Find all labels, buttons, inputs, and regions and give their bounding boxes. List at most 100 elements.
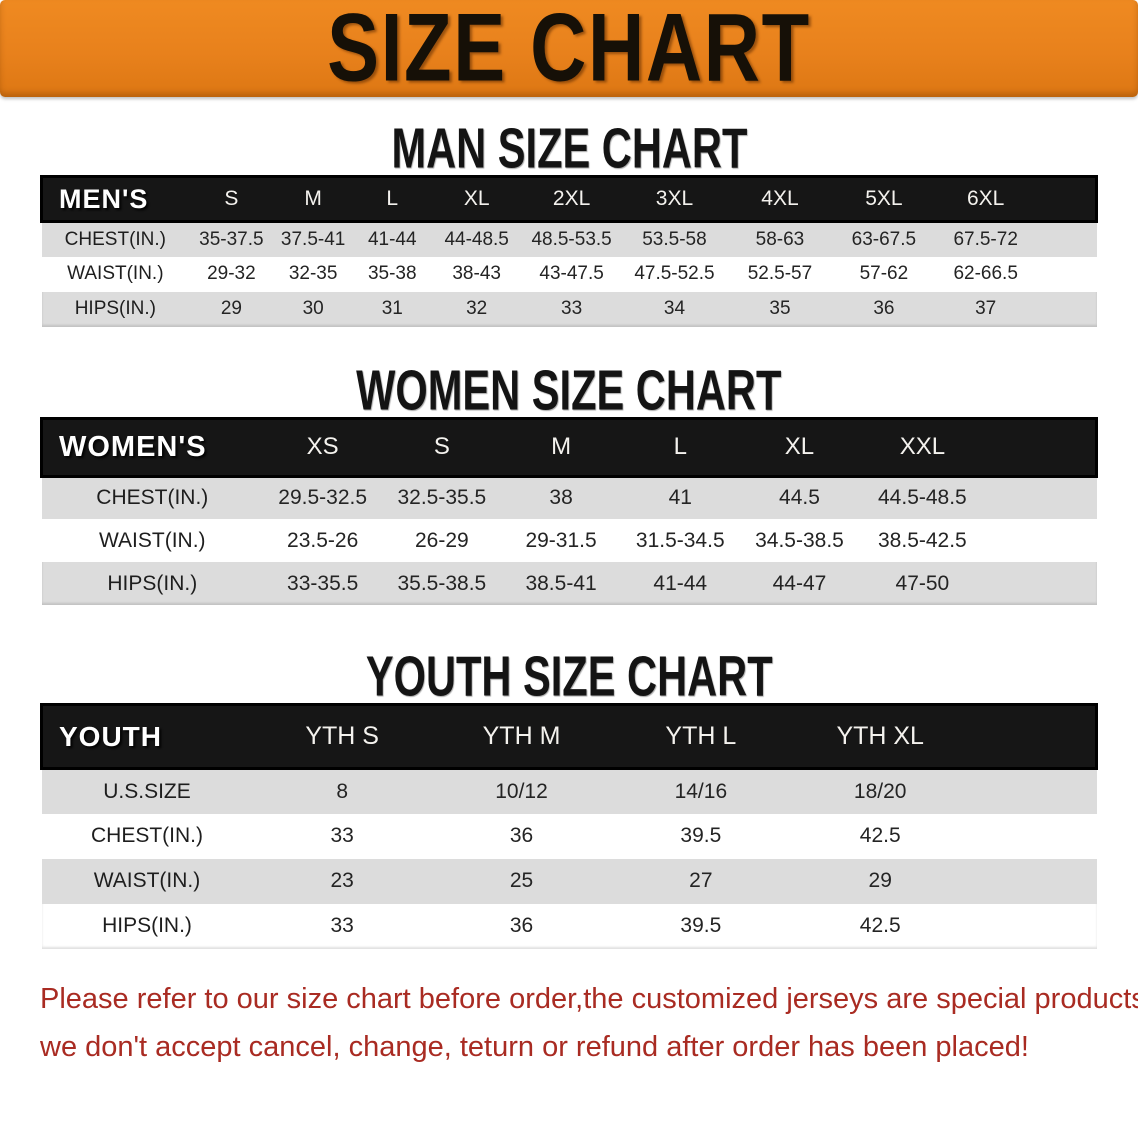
women-section-title: WOMEN SIZE CHART — [0, 359, 1138, 422]
row-filler — [970, 814, 1097, 859]
value-cell: 33 — [330, 914, 354, 937]
value-cell: 42.5 — [859, 824, 901, 847]
header-filler — [1036, 175, 1099, 223]
footer-note: Please refer to our size chart before or… — [40, 975, 1138, 1071]
men-section-title-text: MAN SIZE CHART — [391, 117, 747, 181]
value-cell: 37 — [975, 298, 997, 319]
value-cell: 8 — [336, 779, 349, 803]
size-column-header: XS — [263, 416, 383, 478]
row-label: WAIST(IN.) — [93, 869, 201, 892]
footer-note-line: Please refer to our size chart before or… — [40, 982, 1138, 1015]
youth-size-table: YOUTH YTH S YTH M YTH L YTH XL U.S.SIZE 8 10/1… — [40, 703, 1098, 949]
row-filler — [970, 859, 1097, 904]
row-label: CHEST(IN.) — [91, 824, 203, 847]
value-cell: 37.5-41 — [280, 228, 346, 250]
row-label: HIPS(IN.) — [102, 914, 192, 937]
value-cell: 25 — [509, 869, 534, 892]
value-cell: 33 — [561, 298, 583, 319]
size-column-header: YTH M — [431, 703, 612, 770]
youth-section-title: YOUTH SIZE CHART — [0, 649, 1138, 705]
group-label: WOMEN'S — [40, 416, 264, 478]
value-cell: 32.5-35.5 — [397, 486, 487, 510]
value-cell: 41-44 — [367, 228, 417, 250]
size-column-header: M — [501, 416, 621, 478]
size-column-header: XL — [431, 175, 522, 223]
value-cell: 29 — [220, 298, 242, 319]
row-label: WAIST(IN.) — [99, 528, 206, 552]
row-label: U.S.SIZE — [103, 779, 191, 803]
size-column-header: S — [382, 416, 502, 478]
table-row: WAIST(IN.) 29-32 32-35 35-38 38-43 43-47.5 47.… — [41, 256, 1097, 292]
header-filler — [969, 703, 1098, 770]
value-cell: 41 — [668, 486, 692, 510]
value-cell: 33-35.5 — [287, 571, 359, 595]
value-cell: 30 — [302, 298, 324, 319]
row-filler — [1036, 222, 1096, 257]
value-cell: 44-48.5 — [444, 228, 509, 250]
men-header-row: MEN'S S M L XL 2XL 3XL 4XL 5XL 6XL — [40, 175, 1099, 223]
row-label: HIPS(IN.) — [74, 298, 156, 319]
banner-title: SIZE CHART — [327, 0, 811, 103]
women-section-title-text: WOMEN SIZE CHART — [356, 359, 782, 422]
size-column-header: YTH S — [252, 703, 432, 770]
value-cell: 23 — [330, 869, 354, 892]
value-cell: 48.5-53.5 — [531, 228, 612, 250]
value-cell: 42.5 — [859, 914, 901, 937]
men-size-table: MEN'S S M L XL 2XL 3XL 4XL 5XL 6XL CHEST(IN.) 35-3… — [40, 175, 1099, 327]
row-filler — [986, 476, 1097, 519]
value-cell: 38.5-42.5 — [878, 528, 967, 552]
value-cell: 31 — [381, 298, 403, 319]
size-column-header: 5XL — [832, 175, 936, 223]
footer-note-line: we don't accept cancel, change, teturn o… — [40, 1030, 1029, 1063]
value-cell: 31.5-34.5 — [635, 528, 725, 552]
value-cell: 44.5 — [779, 486, 820, 510]
value-cell: 38 — [549, 486, 573, 510]
value-cell: 14/16 — [674, 779, 728, 803]
size-column-header: YTH L — [611, 703, 791, 770]
header-filler — [985, 416, 1098, 478]
size-column-header: S — [189, 175, 274, 223]
row-label: WAIST(IN.) — [67, 263, 164, 284]
value-cell: 35 — [769, 298, 791, 319]
value-cell: 34 — [663, 298, 686, 319]
value-cell: 10/12 — [495, 779, 548, 803]
table-row: HIPS(IN.) 29 30 31 32 33 34 35 36 37 — [41, 291, 1097, 327]
size-column-header: YTH XL — [790, 703, 970, 770]
size-column-header: M — [273, 175, 353, 223]
group-label: YOUTH — [40, 703, 253, 770]
size-column-header: 2XL — [521, 175, 622, 223]
row-label: CHEST(IN.) — [64, 228, 166, 250]
value-cell: 63-67.5 — [851, 228, 917, 250]
table-row: HIPS(IN.) 33-35.5 35.5-38.5 38.5-41 41-44 44-… — [41, 562, 1097, 605]
value-cell: 39.5 — [680, 824, 722, 847]
row-filler — [1036, 292, 1096, 327]
value-cell: 18/20 — [853, 779, 907, 803]
size-column-header: XXL — [859, 416, 986, 478]
value-cell: 38.5-41 — [525, 571, 597, 595]
size-column-header: L — [620, 416, 740, 478]
size-chart-banner: SIZE CHART — [0, 0, 1138, 97]
size-column-header: 4XL — [727, 175, 833, 223]
value-cell: 35.5-38.5 — [397, 571, 487, 595]
table-row: HIPS(IN.) 33 36 39.5 42.5 — [41, 903, 1097, 949]
row-filler — [970, 769, 1097, 814]
value-cell: 67.5-72 — [953, 228, 1018, 250]
value-cell: 47-50 — [895, 571, 950, 595]
row-filler — [970, 904, 1097, 949]
table-row: WAIST(IN.) 23.5-26 26-29 29-31.5 31.5-34.5 34… — [41, 519, 1097, 562]
value-cell: 34.5-38.5 — [755, 528, 844, 552]
row-label: CHEST(IN.) — [96, 486, 209, 510]
row-filler — [1036, 257, 1096, 292]
table-row: CHEST(IN.) 35-37.5 37.5-41 41-44 44-48.5 48.5… — [41, 221, 1097, 257]
value-cell: 52.5-57 — [747, 263, 813, 284]
value-cell: 29 — [868, 869, 892, 892]
value-cell: 35-38 — [367, 263, 417, 284]
youth-header-row: YOUTH YTH S YTH M YTH L YTH XL — [40, 703, 1098, 770]
value-cell: 36 — [509, 914, 534, 937]
size-column-header: 3XL — [621, 175, 728, 223]
group-label: MEN'S — [40, 175, 190, 223]
value-cell: 53.5-58 — [642, 228, 707, 250]
row-filler — [986, 562, 1097, 605]
value-cell: 29-32 — [207, 263, 256, 284]
value-cell: 32-35 — [288, 263, 338, 284]
